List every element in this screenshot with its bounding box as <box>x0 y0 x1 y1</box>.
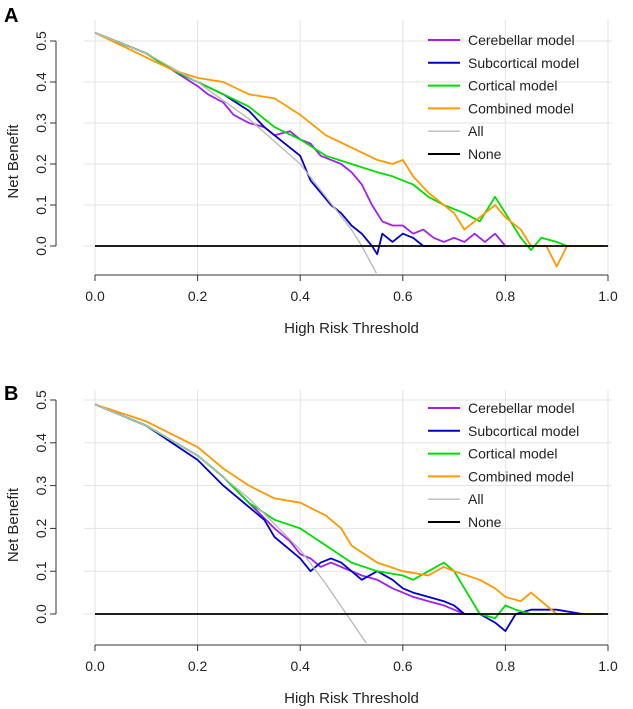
y-axis-title: Net Benefit <box>5 487 22 562</box>
x-tick-label: 0.4 <box>290 658 310 674</box>
y-tick-label: 0.0 <box>33 236 49 256</box>
x-axis-title: High Risk Threshold <box>284 320 419 337</box>
legend-label-combined-model: Combined model <box>468 468 574 484</box>
y-tick-label: 0.1 <box>33 195 49 215</box>
x-tick-label: 0.6 <box>393 658 413 674</box>
y-tick-label: 0.1 <box>33 561 49 581</box>
x-tick-label: 0.6 <box>393 288 413 304</box>
y-tick-label: 0.2 <box>33 154 49 174</box>
series-line-cortical-model <box>94 403 547 620</box>
legend-label-cerebellar-model: Cerebellar model <box>468 32 575 48</box>
x-tick-label: 0.8 <box>496 288 516 304</box>
x-tick-label: 1.0 <box>598 288 618 304</box>
legend: Cerebellar model Subcortical model Cortica… <box>428 400 579 530</box>
legend-label-cerebellar-model: Cerebellar model <box>468 400 575 416</box>
series-line-all <box>94 32 378 273</box>
panel-a: A 0.0 0.2 0.4 0.6 0.8 1.0 0.0 0.1 0.2 0.3 0.4 0.5 Hig… <box>4 5 618 337</box>
legend-label-cortical-model: Cortical model <box>468 446 557 462</box>
legend-label-combined-model: Combined model <box>468 100 574 116</box>
x-tick-label: 1.0 <box>598 658 618 674</box>
x-tick-label: 0.0 <box>85 288 105 304</box>
legend-label-subcortical-model: Subcortical model <box>468 55 579 71</box>
series-line-cerebellar-model <box>94 403 480 615</box>
y-tick-label: 0.3 <box>33 113 49 133</box>
legend-label-all: All <box>468 491 484 507</box>
x-tick-label: 0.8 <box>496 658 516 674</box>
y-tick-label: 0.5 <box>33 31 49 51</box>
series-line-subcortical-model <box>94 403 583 632</box>
legend-label-all: All <box>468 123 484 139</box>
panel-letter: B <box>4 383 18 405</box>
panel-b: B 0.0 0.2 0.4 0.6 0.8 1.0 0.0 0.1 0.2 0.3 0.4 0.5 Hig… <box>4 383 618 707</box>
legend: Cerebellar model Subcortical model Cortica… <box>428 32 579 162</box>
y-tick-label: 0.5 <box>33 390 49 410</box>
y-tick-label: 0.4 <box>33 72 49 92</box>
y-tick-label: 0.0 <box>33 604 49 624</box>
y-axis-title: Net Benefit <box>5 124 22 199</box>
x-tick-label: 0.2 <box>188 288 208 304</box>
y-tick-label: 0.4 <box>33 433 49 453</box>
series-line-cerebellar-model <box>94 31 507 247</box>
y-tick-label: 0.2 <box>33 518 49 538</box>
legend-label-subcortical-model: Subcortical model <box>468 423 579 439</box>
series-line-combined-model <box>94 403 603 615</box>
x-tick-label: 0.2 <box>188 658 208 674</box>
x-tick-label: 0.4 <box>290 288 310 304</box>
series-line-cortical-model <box>94 31 568 252</box>
legend-label-none: None <box>468 146 502 162</box>
legend-label-cortical-model: Cortical model <box>468 78 557 94</box>
panel-letter: A <box>4 5 18 27</box>
legend-label-none: None <box>468 514 502 530</box>
y-tick-label: 0.3 <box>33 476 49 496</box>
series-line-all <box>94 403 368 643</box>
x-axis-title: High Risk Threshold <box>284 690 419 707</box>
x-tick-label: 0.0 <box>85 658 105 674</box>
